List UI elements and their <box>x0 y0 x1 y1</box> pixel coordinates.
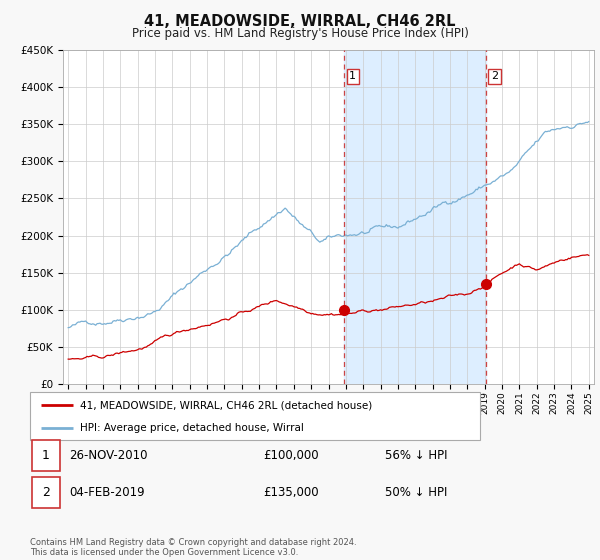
Text: £135,000: £135,000 <box>263 486 319 499</box>
FancyBboxPatch shape <box>32 477 59 508</box>
Text: 56% ↓ HPI: 56% ↓ HPI <box>385 449 448 463</box>
Text: £100,000: £100,000 <box>263 449 319 463</box>
Text: 04-FEB-2019: 04-FEB-2019 <box>69 486 145 499</box>
Text: 1: 1 <box>349 71 356 81</box>
Text: 2: 2 <box>41 486 50 499</box>
Text: 50% ↓ HPI: 50% ↓ HPI <box>385 486 448 499</box>
Text: 1: 1 <box>41 449 50 463</box>
Text: HPI: Average price, detached house, Wirral: HPI: Average price, detached house, Wirr… <box>79 423 304 433</box>
Text: Price paid vs. HM Land Registry's House Price Index (HPI): Price paid vs. HM Land Registry's House … <box>131 27 469 40</box>
FancyBboxPatch shape <box>30 392 480 440</box>
Text: 2: 2 <box>491 71 499 81</box>
Text: 41, MEADOWSIDE, WIRRAL, CH46 2RL: 41, MEADOWSIDE, WIRRAL, CH46 2RL <box>144 14 456 29</box>
Text: 41, MEADOWSIDE, WIRRAL, CH46 2RL (detached house): 41, MEADOWSIDE, WIRRAL, CH46 2RL (detach… <box>79 400 372 410</box>
Text: Contains HM Land Registry data © Crown copyright and database right 2024.
This d: Contains HM Land Registry data © Crown c… <box>30 538 356 557</box>
FancyBboxPatch shape <box>32 440 59 472</box>
Bar <box>344 50 486 384</box>
Text: 26-NOV-2010: 26-NOV-2010 <box>69 449 148 463</box>
